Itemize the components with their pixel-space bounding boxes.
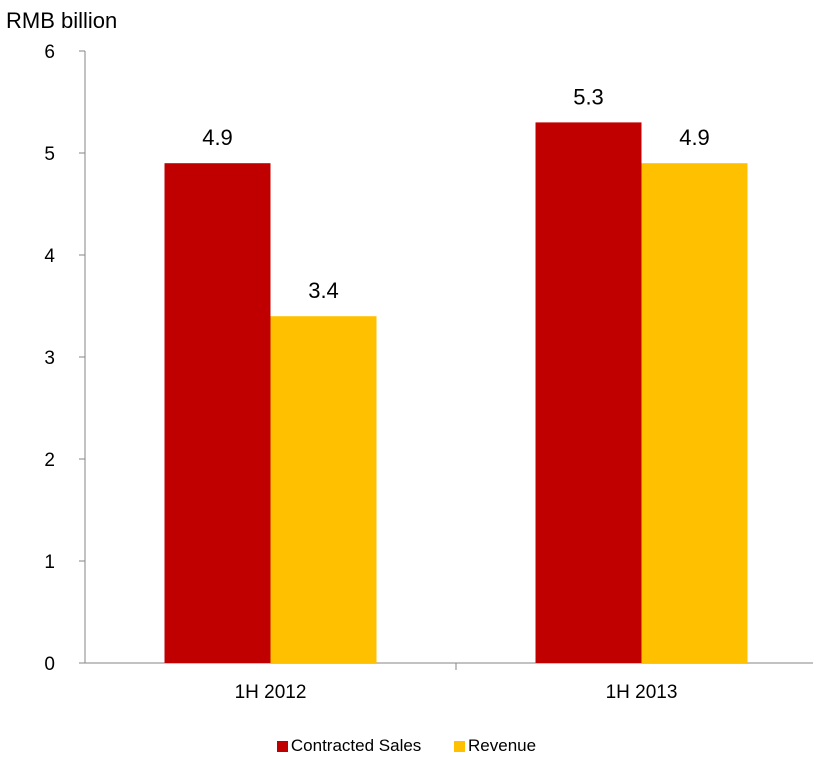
y-tick-label: 1 bbox=[44, 552, 55, 573]
y-axis-unit-label: RMB billion bbox=[6, 8, 118, 33]
bar-revenue bbox=[270, 316, 377, 663]
x-tick-label: 1H 2012 bbox=[235, 682, 307, 703]
legend-label-contracted-sales: Contracted Sales bbox=[290, 735, 422, 755]
x-tick-label: 1H 2013 bbox=[606, 682, 678, 703]
legend-swatch-contracted-sales bbox=[276, 740, 288, 752]
y-tick-label: 5 bbox=[44, 144, 55, 165]
legend-item-revenue: Revenue bbox=[454, 736, 536, 756]
y-tick-label: 6 bbox=[44, 42, 55, 63]
data-label-contracted-sales: 5.3 bbox=[573, 84, 604, 109]
legend-label-revenue: Revenue bbox=[468, 735, 537, 755]
data-label-revenue: 4.9 bbox=[679, 125, 710, 150]
y-tick-label: 4 bbox=[44, 246, 55, 267]
legend-item-contracted-sales: Contracted Sales bbox=[276, 735, 422, 756]
y-tick-label: 2 bbox=[44, 450, 55, 471]
data-label-contracted-sales: 4.9 bbox=[202, 125, 233, 150]
y-tick-label: 0 bbox=[44, 654, 55, 675]
legend-swatch-revenue bbox=[454, 740, 466, 752]
legend: Contracted Sales Revenue bbox=[0, 735, 813, 756]
data-label-revenue: 3.4 bbox=[308, 278, 339, 303]
y-tick-label: 3 bbox=[44, 348, 55, 369]
bar-revenue bbox=[641, 163, 748, 663]
bar-contracted-sales bbox=[535, 122, 642, 663]
bar-contracted-sales bbox=[164, 163, 271, 663]
